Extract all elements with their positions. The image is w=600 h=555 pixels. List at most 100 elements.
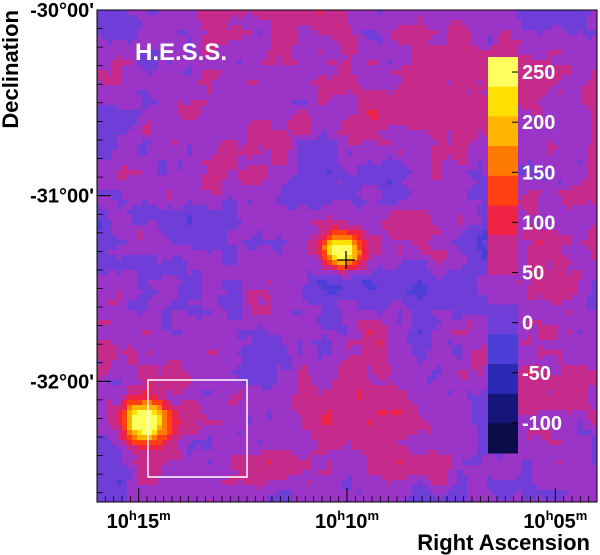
- heatmap-cell: [147, 190, 152, 195]
- heatmap-cell: [372, 80, 377, 85]
- heatmap-cell: [177, 65, 182, 70]
- heatmap-cell: [197, 120, 202, 125]
- heatmap-cell: [417, 210, 422, 215]
- heatmap-cell: [557, 20, 562, 25]
- heatmap-cell: [547, 85, 552, 90]
- heatmap-cell: [237, 165, 242, 170]
- heatmap-cell: [572, 50, 577, 55]
- heatmap-cell: [527, 170, 532, 175]
- heatmap-cell: [197, 200, 202, 205]
- heatmap-cell: [112, 50, 117, 55]
- heatmap-cell: [167, 15, 172, 20]
- heatmap-cell: [202, 230, 207, 235]
- heatmap-cell: [217, 40, 222, 45]
- heatmap-cell: [522, 170, 527, 175]
- heatmap-cell: [242, 255, 247, 260]
- heatmap-cell: [442, 35, 447, 40]
- heatmap-cell: [207, 100, 212, 105]
- heatmap-cell: [237, 130, 242, 135]
- heatmap-cell: [237, 155, 242, 160]
- heatmap-cell: [407, 115, 412, 120]
- heatmap-cell: [392, 60, 397, 65]
- heatmap-cell: [197, 195, 202, 200]
- heatmap-cell: [407, 100, 412, 105]
- heatmap-cell: [337, 235, 342, 240]
- heatmap-cell: [412, 110, 417, 115]
- heatmap-cell: [392, 230, 397, 235]
- heatmap-cell: [147, 100, 152, 105]
- heatmap-cell: [512, 10, 517, 15]
- heatmap-cell: [162, 25, 167, 30]
- heatmap-cell: [247, 125, 252, 130]
- heatmap-cell: [567, 160, 572, 165]
- heatmap-cell: [132, 40, 137, 45]
- heatmap-cell: [237, 150, 242, 155]
- heatmap-cell: [177, 255, 182, 260]
- heatmap-cell: [352, 175, 357, 180]
- heatmap-cell: [452, 80, 457, 85]
- heatmap-cell: [352, 255, 357, 260]
- heatmap-cell: [327, 80, 332, 85]
- heatmap-cell: [192, 15, 197, 20]
- heatmap-cell: [387, 225, 392, 230]
- heatmap-cell: [242, 125, 247, 130]
- heatmap-cell: [177, 100, 182, 105]
- heatmap-cell: [477, 115, 482, 120]
- heatmap-cell: [147, 170, 152, 175]
- heatmap-cell: [197, 145, 202, 150]
- heatmap-cell: [217, 25, 222, 30]
- heatmap-cell: [162, 245, 167, 250]
- heatmap-cell: [387, 95, 392, 100]
- heatmap-cell: [272, 240, 277, 245]
- heatmap-cell: [352, 140, 357, 145]
- heatmap-cell: [337, 135, 342, 140]
- heatmap-cell: [252, 195, 257, 200]
- heatmap-cell: [97, 10, 102, 15]
- heatmap-cell: [282, 215, 287, 220]
- heatmap-cell: [397, 155, 402, 160]
- heatmap-cell: [397, 30, 402, 35]
- heatmap-cell: [162, 125, 167, 130]
- heatmap-cell: [592, 40, 597, 45]
- heatmap-cell: [112, 100, 117, 105]
- heatmap-cell: [477, 250, 482, 255]
- heatmap-cell: [162, 240, 167, 245]
- heatmap-cell: [102, 165, 107, 170]
- heatmap-cell: [327, 250, 332, 255]
- heatmap-cell: [407, 200, 412, 205]
- heatmap-cell: [522, 255, 527, 260]
- heatmap-cell: [482, 210, 487, 215]
- heatmap-cell: [432, 30, 437, 35]
- heatmap-cell: [102, 50, 107, 55]
- heatmap-cell: [452, 175, 457, 180]
- heatmap-cell: [392, 235, 397, 240]
- heatmap-cell: [312, 160, 317, 165]
- heatmap-cell: [307, 30, 312, 35]
- heatmap-cell: [122, 80, 127, 85]
- heatmap-cell: [262, 105, 267, 110]
- heatmap-cell: [182, 45, 187, 50]
- heatmap-cell: [572, 200, 577, 205]
- heatmap-cell: [472, 230, 477, 235]
- heatmap-cell: [292, 200, 297, 205]
- heatmap-cell: [192, 105, 197, 110]
- heatmap-cell: [217, 55, 222, 60]
- heatmap-cell: [582, 220, 587, 225]
- heatmap-cell: [317, 195, 322, 200]
- heatmap-cell: [202, 165, 207, 170]
- heatmap-cell: [107, 75, 112, 80]
- heatmap-cell: [527, 60, 532, 65]
- heatmap-cell: [187, 85, 192, 90]
- heatmap-cell: [437, 30, 442, 35]
- heatmap-cell: [167, 85, 172, 90]
- heatmap-cell: [482, 10, 487, 15]
- heatmap-cell: [442, 250, 447, 255]
- heatmap-cell: [377, 100, 382, 105]
- heatmap-cell: [472, 235, 477, 240]
- heatmap-cell: [462, 145, 467, 150]
- heatmap-cell: [467, 95, 472, 100]
- heatmap-cell: [412, 90, 417, 95]
- heatmap-cell: [132, 25, 137, 30]
- heatmap-cell: [367, 235, 372, 240]
- heatmap-cell: [412, 245, 417, 250]
